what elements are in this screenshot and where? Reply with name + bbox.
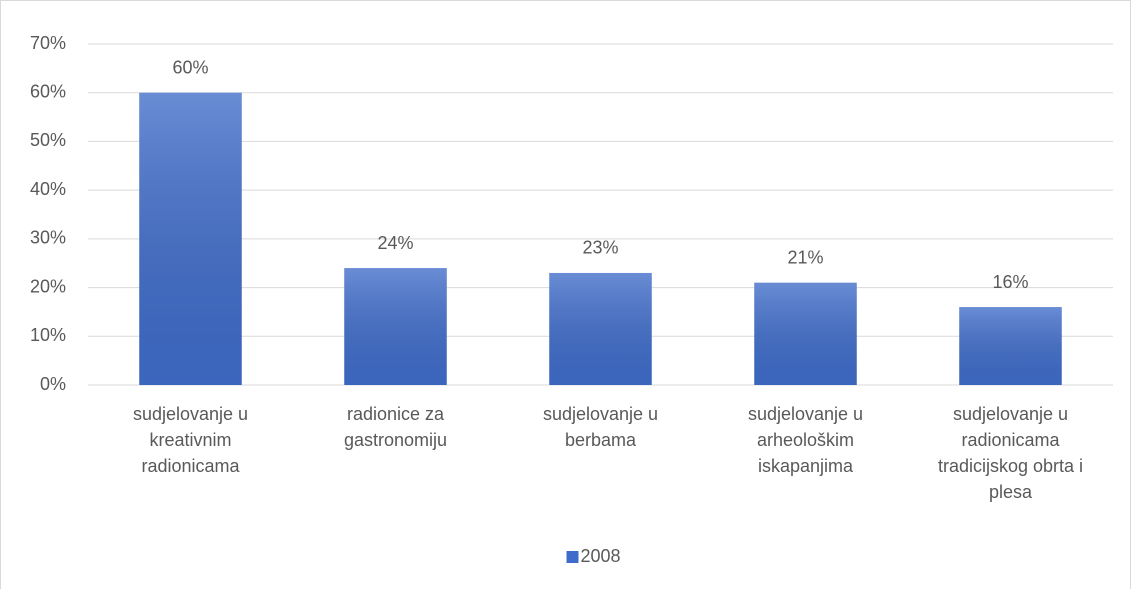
y-tick-label: 50% (30, 130, 66, 150)
x-tick-label: radionice za gastronomiju (343, 404, 448, 450)
bar-sheen (139, 92, 242, 385)
legend-swatch (566, 551, 579, 563)
data-label: 21% (787, 247, 823, 267)
data-label: 16% (992, 272, 1028, 292)
x-tick-label: sudjelovanje u radionicama tradicijskog … (937, 404, 1084, 502)
y-tick-label: 70% (30, 33, 66, 53)
legend-label: 2008 (581, 546, 621, 566)
y-tick-label: 30% (30, 228, 66, 248)
bar-sheen (344, 268, 447, 385)
x-tick-label: sudjelovanje u kreativnim radionicama (132, 404, 249, 476)
data-label: 60% (172, 57, 208, 77)
data-label: 24% (377, 233, 413, 253)
y-tick-label: 20% (30, 276, 66, 296)
x-tick-label: sudjelovanje u arheološkim iskapanjima (747, 404, 864, 476)
x-tick-label: sudjelovanje u berbama (542, 404, 659, 450)
y-tick-label: 40% (30, 179, 66, 199)
bar-sheen (959, 307, 1062, 385)
data-label: 23% (582, 238, 618, 258)
y-tick-label: 60% (30, 81, 66, 101)
bar-sheen (549, 272, 652, 385)
y-tick-label: 10% (30, 325, 66, 345)
bar-sheen (754, 282, 857, 385)
y-tick-label: 0% (40, 374, 66, 394)
